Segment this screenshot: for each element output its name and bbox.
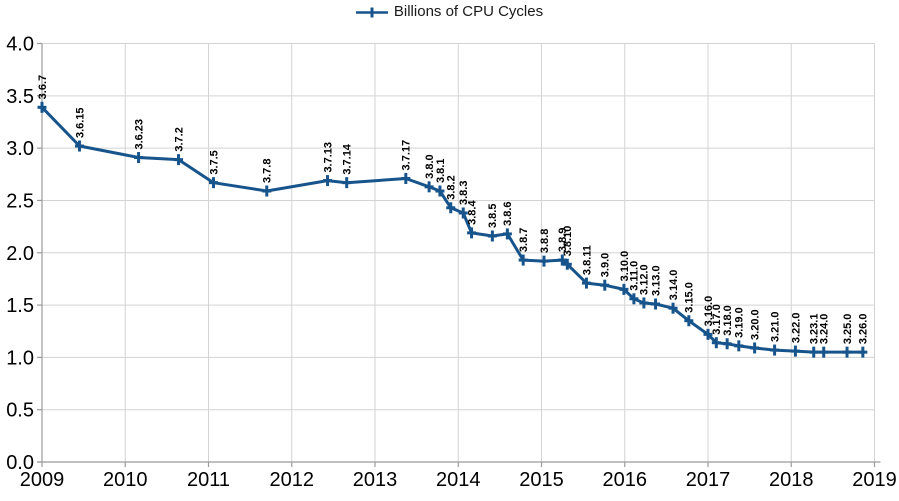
y-tick-label: 2.0 [6,243,34,265]
chart-legend: Billions of CPU Cycles [0,3,899,21]
data-point-label: 3.8.10 [562,226,574,257]
x-tick-label: 2012 [270,469,315,491]
data-point-label: 3.6.7 [37,75,49,99]
y-tick-label: 0.5 [6,400,34,422]
data-point-label: 3.8.9 [557,228,569,252]
x-tick-label: 2017 [686,469,731,491]
data-point-label: 3.15.0 [684,282,696,313]
data-point-label: 3.20.0 [749,309,761,340]
x-tick-label: 2010 [103,469,148,491]
data-point-label: 3.19.0 [734,307,746,338]
x-tick-label: 2013 [353,469,398,491]
data-point-label: 3.9.0 [600,253,612,277]
x-tick-label: 2009 [20,469,65,491]
data-point-label: 3.6.15 [74,107,86,138]
y-tick-label: 1.0 [6,347,34,369]
y-tick-label: 3.5 [6,86,34,108]
data-point-label: 3.8.5 [487,204,499,228]
legend-label: Billions of CPU Cycles [393,3,544,20]
y-tick-label: 2.5 [6,190,34,212]
x-tick-label: 2016 [603,469,648,491]
y-tick-label: 1.5 [6,295,34,317]
data-point-label: 3.14.0 [668,270,680,301]
data-point-label: 3.8.4 [466,200,478,225]
data-point-label: 3.7.13 [322,142,334,173]
data-point-label: 3.18.0 [722,305,734,336]
x-tick-label: 2014 [436,469,481,491]
data-point-label: 3.8.3 [458,181,470,205]
data-point-label: 3.8.2 [446,175,458,199]
y-tick-label: 4.0 [6,34,34,56]
data-point-label: 3.8.1 [435,159,447,183]
data-point-label: 3.8.8 [539,229,551,253]
data-point-label: 3.7.17 [401,140,413,171]
x-tick-label: 2011 [187,469,230,491]
legend-line-marker-icon [355,7,388,17]
data-point-label: 3.25.0 [842,314,854,345]
data-point-label: 3.7.5 [208,150,220,174]
data-point-label: 3.24.0 [819,314,831,345]
data-point-label: 3.7.8 [262,159,274,183]
data-point-label: 3.6.23 [133,119,145,150]
data-point-label: 3.16.0 [703,296,715,327]
data-point-label: 3.8.11 [581,245,593,275]
data-point-label: 3.26.0 [858,314,870,345]
data-point-label: 3.8.7 [518,228,530,252]
data-point-label: 3.13.0 [650,265,662,296]
data-point-label: 3.17.0 [711,304,723,335]
data-point-label: 3.8.6 [502,201,514,225]
data-point-label: 3.11.0 [629,261,641,291]
data-point-label: 3.22.0 [790,313,802,344]
data-point-label: 3.7.14 [342,143,354,174]
data-point-label: 3.8.0 [424,154,436,178]
x-tick-label: 2015 [519,469,564,491]
x-tick-label: 2018 [769,469,814,491]
x-tick-label: 2019 [852,469,897,491]
data-point-label: 3.12.0 [639,264,651,295]
data-point-label: 3.23.1 [809,314,821,345]
data-point-label: 3.10.0 [619,251,631,282]
y-tick-label: 3.0 [6,138,34,160]
y-tick-label: 0.0 [6,452,34,474]
data-point-label: 3.21.0 [769,311,781,342]
data-point-label: 3.7.2 [173,127,185,151]
